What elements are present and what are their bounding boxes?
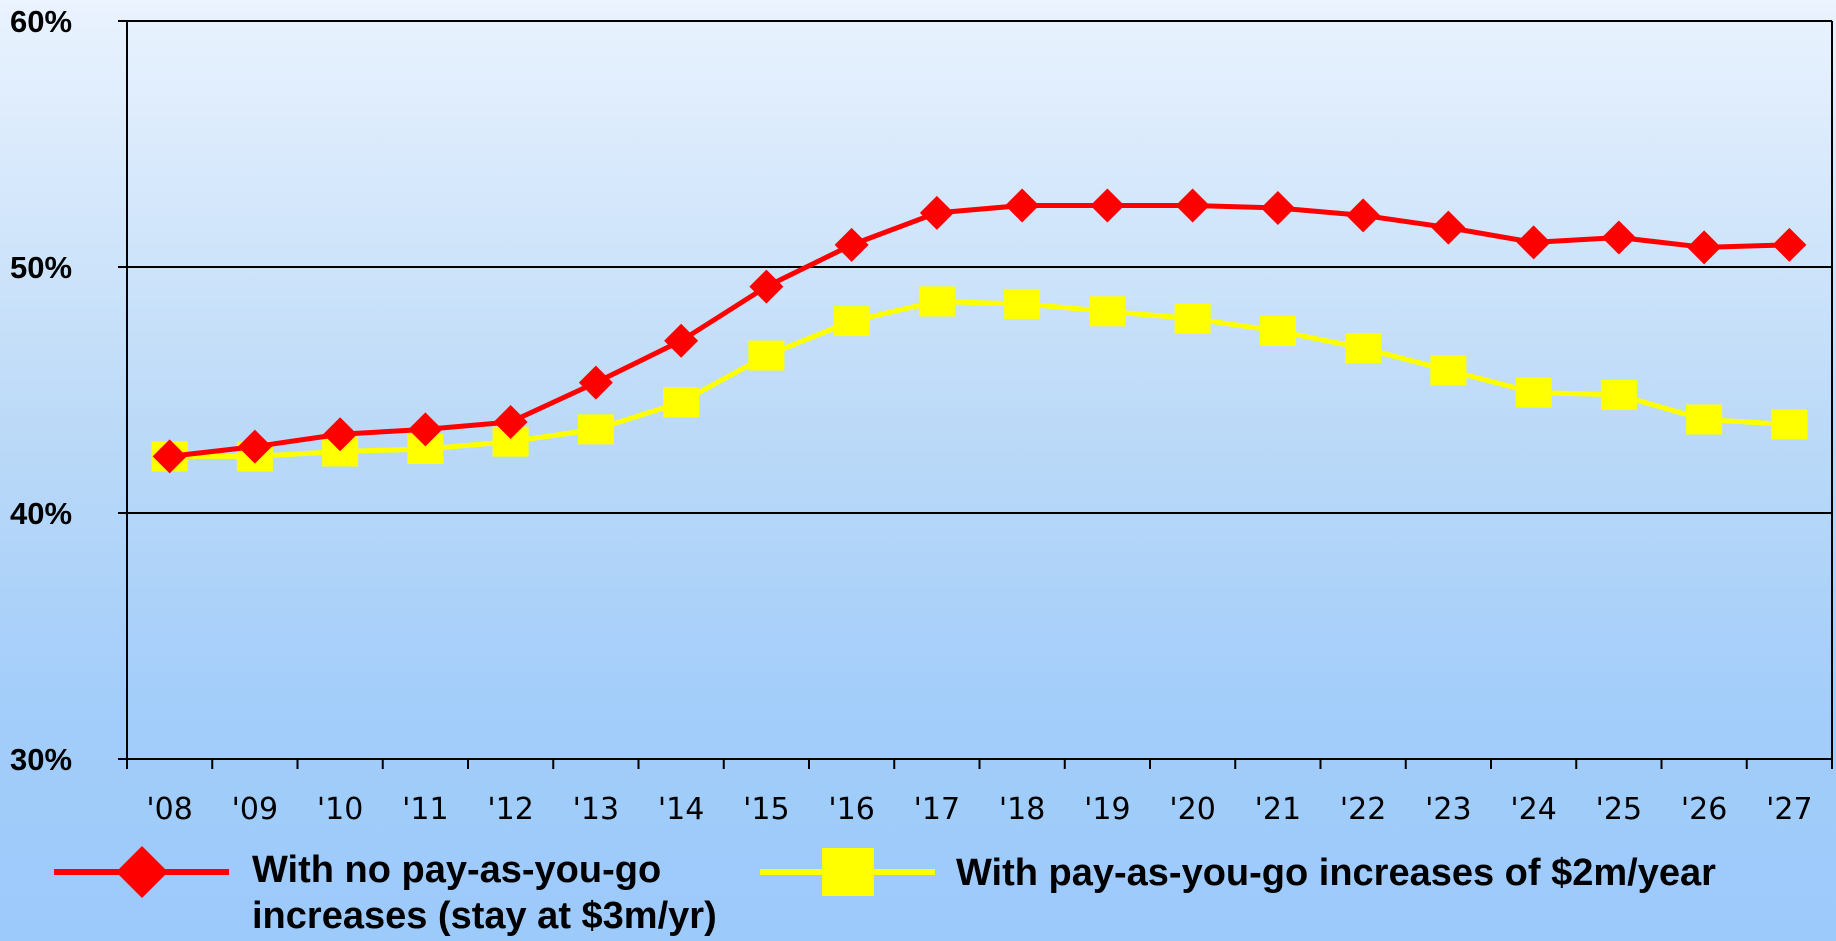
x-tick-label: '10 (317, 792, 363, 827)
x-tick-label: '26 (1681, 792, 1727, 827)
plot-area (126, 21, 1833, 760)
y-tick-label: 40% (10, 496, 72, 531)
data-point (1259, 315, 1296, 346)
x-tick-label: '24 (1510, 792, 1556, 827)
data-point (749, 269, 784, 304)
data-point (918, 286, 955, 317)
data-point (1005, 188, 1040, 223)
data-point (1515, 377, 1552, 408)
data-point (1175, 188, 1210, 223)
legend: With no pay-as-you-go increases (stay at… (0, 840, 1836, 941)
x-tick-label: '11 (402, 792, 448, 827)
x-tick-label: '16 (828, 792, 874, 827)
data-point (323, 417, 358, 452)
legend-label-line-1: With no pay-as-you-go (252, 849, 662, 891)
legend-label-no-increase: With no pay-as-you-go increases (stay at… (252, 847, 717, 939)
x-tick-label: '18 (999, 792, 1045, 827)
x-tick-label: '20 (1169, 792, 1215, 827)
data-point (152, 439, 187, 474)
data-point (1346, 198, 1381, 233)
legend-label-increase: With pay-as-you-go increases of $2m/year (956, 850, 1716, 896)
x-tick-label: '15 (743, 792, 789, 827)
data-point (1687, 230, 1722, 265)
legend-swatch-no-increase (54, 846, 229, 898)
x-tick-label: '12 (487, 792, 533, 827)
data-point (919, 195, 954, 230)
data-point (1004, 288, 1041, 319)
data-point (1174, 303, 1211, 334)
y-tick-label: 60% (10, 4, 72, 39)
x-tick-label: '23 (1425, 792, 1471, 827)
gridlines (127, 20, 1832, 514)
data-point (748, 340, 785, 371)
data-point (1772, 227, 1807, 262)
x-axis: '08 '09 '10 '11 '12 '13 '14 '15 '16 '17 '18 '19 '20 '… (126, 759, 1833, 827)
x-tick-label: '17 (914, 792, 960, 827)
data-point (1431, 210, 1466, 245)
data-point (1260, 190, 1295, 225)
data-point (1430, 355, 1467, 386)
data-point (1516, 225, 1551, 260)
x-tick-label: '09 (232, 792, 278, 827)
y-tick-label: 50% (10, 250, 72, 285)
x-tick-label: '14 (658, 792, 704, 827)
data-point (663, 387, 700, 418)
x-tick-label: '22 (1340, 792, 1386, 827)
data-point (833, 306, 870, 337)
data-point (1686, 404, 1723, 435)
line-chart: 30% 40% 50% 60% '08 '09 '10 '11 '12 '13 '14 '15 '16… (10, 4, 1833, 827)
x-tick-label: '08 (146, 792, 192, 827)
x-tick-label: '19 (1084, 792, 1130, 827)
data-point (1601, 220, 1636, 255)
data-point (834, 227, 869, 262)
data-point (577, 414, 614, 445)
data-point (1345, 333, 1382, 364)
data-point (1089, 296, 1126, 327)
y-axis: 30% 40% 50% 60% (10, 4, 127, 777)
data-point (493, 404, 528, 439)
x-tick-label: '21 (1255, 792, 1301, 827)
legend-label-line-2: increases (stay at $3m/yr) (252, 895, 717, 937)
series-no-increase (152, 188, 1807, 474)
x-tick-label: '13 (573, 792, 619, 827)
series-layer (151, 188, 1808, 474)
legend-label-line-1: With pay-as-you-go increases of $2m/year (956, 852, 1716, 894)
data-point (1600, 379, 1637, 410)
data-point (578, 365, 613, 400)
data-point (664, 323, 699, 358)
data-point (1771, 409, 1808, 440)
series-increase (151, 286, 1808, 472)
data-point (1090, 188, 1125, 223)
x-tick-label: '25 (1596, 792, 1642, 827)
data-point (408, 412, 443, 447)
x-tick-label: '27 (1766, 792, 1812, 827)
legend-swatch-increase (760, 848, 935, 896)
y-tick-label: 30% (10, 742, 72, 777)
data-point (237, 429, 272, 464)
